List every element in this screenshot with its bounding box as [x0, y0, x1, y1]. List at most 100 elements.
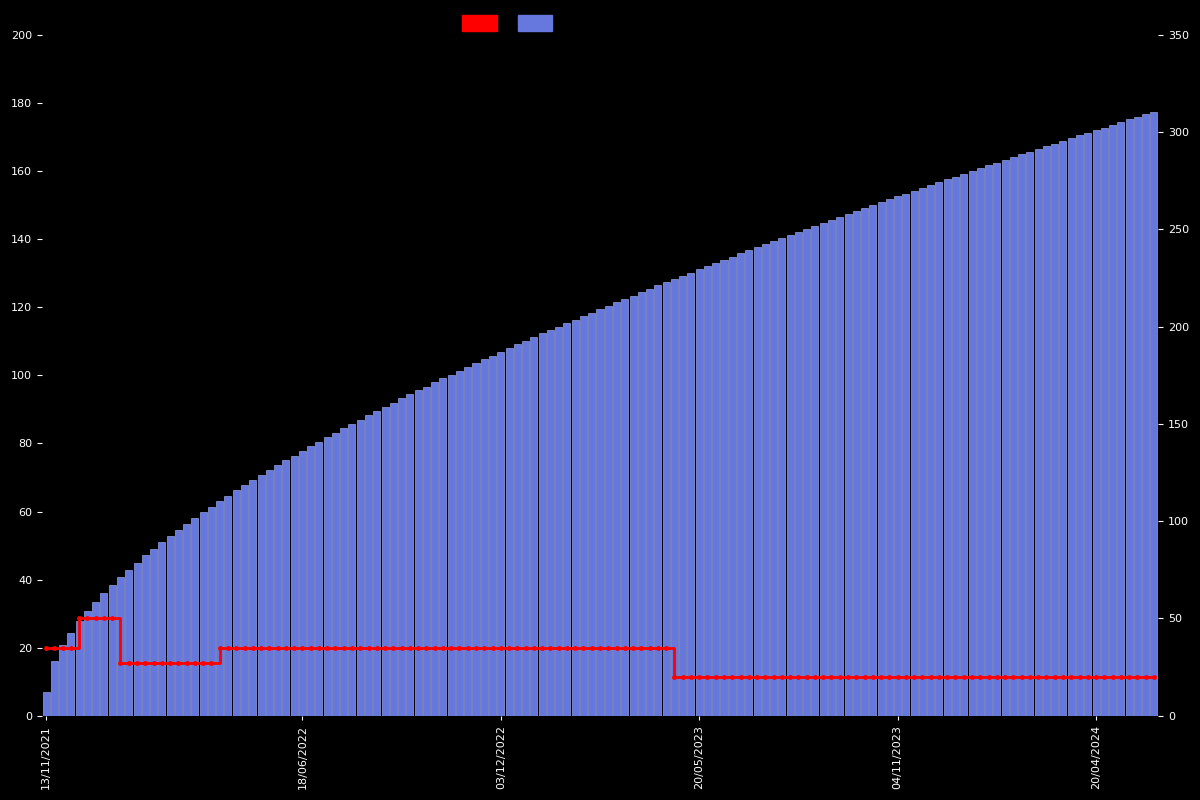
Bar: [199, 512, 206, 716]
Bar: [274, 466, 281, 716]
Bar: [282, 461, 289, 716]
Bar: [233, 490, 240, 716]
Bar: [853, 211, 859, 716]
Bar: [265, 470, 272, 716]
Bar: [67, 633, 74, 716]
Bar: [728, 257, 736, 716]
Bar: [373, 411, 380, 716]
Bar: [919, 188, 926, 716]
Bar: [745, 250, 752, 716]
Bar: [324, 437, 331, 716]
Bar: [1068, 138, 1075, 716]
Bar: [936, 182, 942, 716]
Bar: [580, 316, 587, 716]
Bar: [803, 229, 810, 716]
Bar: [448, 374, 455, 716]
Bar: [596, 309, 604, 716]
Bar: [382, 406, 389, 716]
Bar: [258, 475, 264, 716]
Bar: [490, 356, 496, 716]
Bar: [836, 217, 844, 716]
Bar: [811, 226, 818, 716]
Bar: [390, 402, 397, 716]
Bar: [316, 442, 323, 716]
Bar: [862, 208, 868, 716]
Bar: [109, 585, 115, 716]
Bar: [696, 270, 703, 716]
Bar: [101, 593, 108, 716]
Bar: [431, 382, 438, 716]
Bar: [398, 398, 406, 716]
Bar: [820, 223, 827, 716]
Bar: [464, 367, 472, 716]
Bar: [505, 348, 512, 716]
Bar: [307, 446, 314, 716]
Bar: [1142, 114, 1150, 716]
Bar: [133, 562, 140, 716]
Bar: [456, 371, 463, 716]
Bar: [216, 501, 223, 716]
Bar: [1051, 143, 1058, 716]
Bar: [713, 263, 719, 716]
Bar: [960, 174, 967, 716]
Bar: [571, 319, 578, 716]
Bar: [42, 692, 49, 716]
Bar: [1100, 127, 1108, 716]
Bar: [1092, 130, 1099, 716]
Bar: [662, 282, 670, 716]
Bar: [341, 428, 347, 716]
Bar: [497, 352, 504, 716]
Bar: [539, 334, 546, 716]
Bar: [250, 480, 257, 716]
Bar: [158, 542, 166, 716]
Bar: [704, 266, 710, 716]
Bar: [1085, 133, 1091, 716]
Bar: [1002, 160, 1009, 716]
Bar: [1117, 122, 1124, 716]
Bar: [762, 244, 769, 716]
Bar: [299, 451, 306, 716]
Bar: [630, 296, 636, 716]
Bar: [522, 341, 529, 716]
Bar: [1060, 141, 1067, 716]
Bar: [1126, 119, 1133, 716]
Bar: [928, 185, 935, 716]
Bar: [241, 486, 248, 716]
Bar: [92, 602, 100, 716]
Bar: [415, 390, 421, 716]
Bar: [564, 323, 570, 716]
Bar: [473, 363, 480, 716]
Bar: [588, 313, 595, 716]
Legend: , : ,: [455, 8, 566, 38]
Bar: [943, 179, 950, 716]
Bar: [787, 235, 793, 716]
Bar: [1043, 146, 1050, 716]
Bar: [407, 394, 413, 716]
Bar: [894, 196, 901, 716]
Bar: [779, 238, 785, 716]
Bar: [142, 555, 149, 716]
Bar: [679, 276, 686, 716]
Bar: [902, 194, 910, 716]
Bar: [985, 166, 992, 716]
Bar: [1076, 135, 1084, 716]
Bar: [622, 298, 629, 716]
Bar: [1151, 111, 1158, 716]
Bar: [332, 433, 338, 716]
Bar: [770, 242, 778, 716]
Bar: [952, 177, 959, 716]
Bar: [556, 326, 562, 716]
Bar: [605, 306, 612, 716]
Bar: [968, 170, 976, 716]
Bar: [994, 162, 1001, 716]
Bar: [613, 302, 620, 716]
Bar: [737, 254, 744, 716]
Bar: [1034, 149, 1042, 716]
Bar: [1010, 157, 1016, 716]
Bar: [654, 286, 661, 716]
Bar: [754, 247, 761, 716]
Bar: [422, 386, 430, 716]
Bar: [208, 506, 215, 716]
Bar: [150, 549, 157, 716]
Bar: [646, 289, 653, 716]
